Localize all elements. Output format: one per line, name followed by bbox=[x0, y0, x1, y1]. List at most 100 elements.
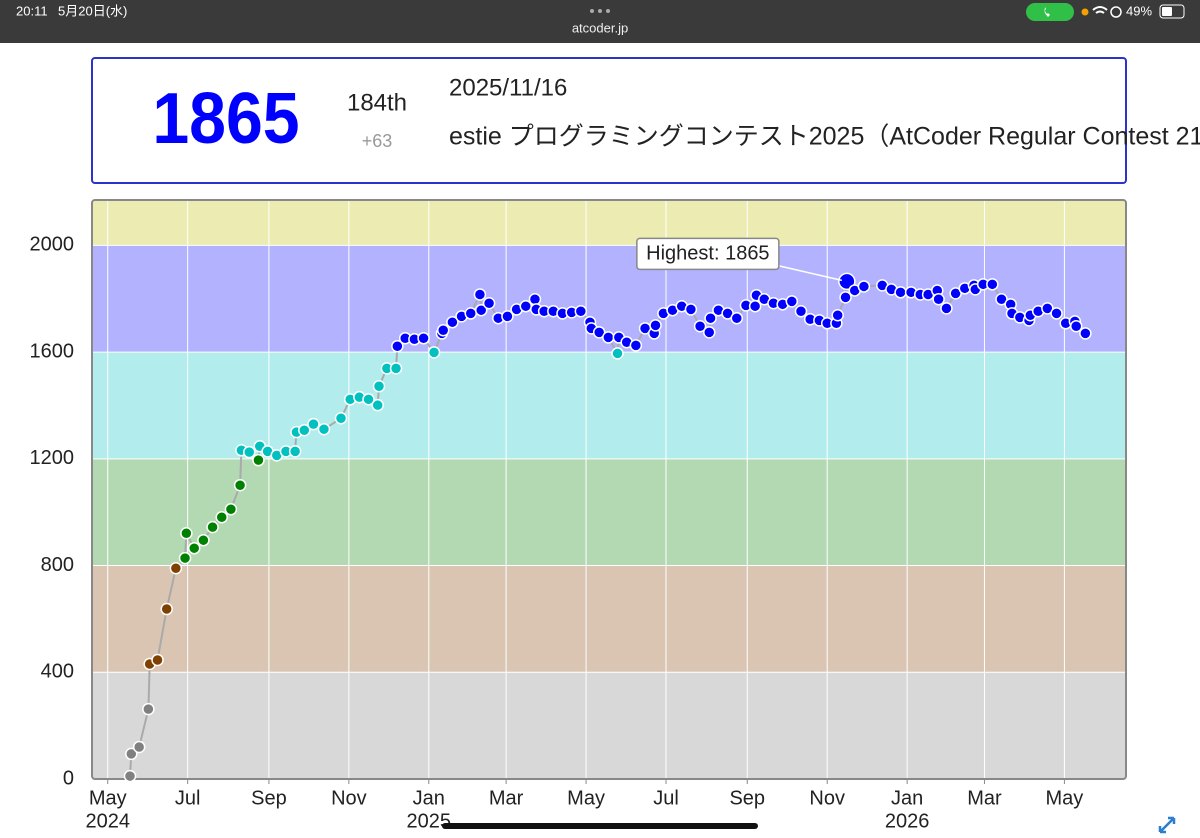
place: 184th bbox=[347, 89, 407, 116]
x-tick-label: May bbox=[89, 787, 127, 809]
rating-band bbox=[92, 200, 1126, 246]
rating-point bbox=[839, 291, 852, 304]
rating-point bbox=[252, 453, 265, 467]
rating-point bbox=[142, 702, 155, 716]
rating-point bbox=[949, 287, 962, 300]
rating-point bbox=[611, 347, 624, 360]
rating-point bbox=[464, 307, 477, 320]
rating-point bbox=[482, 297, 496, 310]
rating-band bbox=[92, 458, 1126, 566]
rating-point bbox=[132, 740, 146, 754]
rating-point bbox=[391, 339, 404, 353]
rating-point bbox=[224, 502, 238, 516]
x-tick-year: 2025 bbox=[407, 810, 452, 832]
x-tick-label: Mar bbox=[489, 787, 524, 809]
x-tick-label: Nov bbox=[809, 787, 845, 809]
rating-band bbox=[92, 672, 1126, 779]
home-indicator[interactable] bbox=[442, 823, 758, 829]
expand-icon[interactable] bbox=[1158, 816, 1176, 834]
rating-point bbox=[178, 551, 192, 565]
rating-point bbox=[187, 541, 201, 555]
rating-point bbox=[693, 319, 707, 333]
rating-point bbox=[197, 533, 210, 547]
annotation: Highest: 1865 bbox=[646, 243, 769, 265]
y-tick-label: 1200 bbox=[30, 447, 75, 469]
x-tick-label: Mar bbox=[967, 787, 1002, 809]
rating-point bbox=[180, 527, 193, 540]
rating-point bbox=[684, 303, 698, 316]
rating-point bbox=[125, 747, 138, 761]
x-tick-label: Jan bbox=[413, 787, 445, 809]
rating-point bbox=[243, 445, 256, 459]
rating-point bbox=[1050, 307, 1063, 320]
rating-point bbox=[730, 311, 744, 325]
rating-point bbox=[831, 309, 844, 322]
rating-point bbox=[1069, 319, 1083, 333]
status-time: 20:11 bbox=[16, 3, 48, 18]
battery-level bbox=[1162, 7, 1172, 16]
phone-icon bbox=[1044, 7, 1050, 17]
rating-point bbox=[857, 280, 871, 293]
y-tick-label: 2000 bbox=[30, 234, 75, 256]
rating-point bbox=[123, 769, 137, 783]
rating-point bbox=[592, 326, 606, 339]
rating-point bbox=[704, 311, 717, 325]
rating-point bbox=[703, 326, 716, 339]
rating-point bbox=[528, 293, 542, 306]
rating-point bbox=[215, 510, 228, 524]
rating-point bbox=[169, 561, 183, 575]
x-tick-label: Sep bbox=[729, 787, 765, 809]
rating-point bbox=[474, 303, 488, 317]
rating-point bbox=[629, 339, 643, 352]
wifi-icon bbox=[1092, 6, 1108, 14]
rating-point bbox=[307, 417, 320, 431]
annotation-leader bbox=[776, 264, 843, 282]
rating-point bbox=[838, 272, 856, 291]
url[interactable]: atcoder.jp bbox=[572, 20, 628, 35]
rating-point bbox=[995, 293, 1008, 306]
rating-point bbox=[288, 445, 302, 458]
rating: 1865 bbox=[152, 77, 299, 158]
rating-point bbox=[986, 278, 999, 291]
contest-date: 2025/11/16 bbox=[449, 74, 567, 101]
tab-dots[interactable] bbox=[590, 9, 610, 13]
rating-point bbox=[446, 315, 459, 329]
x-tick-label: May bbox=[567, 787, 605, 809]
rating-point bbox=[427, 346, 441, 359]
rating-point bbox=[649, 319, 662, 332]
rating-point bbox=[334, 412, 348, 425]
rating-point bbox=[417, 331, 430, 345]
rating-point bbox=[206, 520, 219, 534]
rating-point bbox=[317, 422, 331, 436]
rating-point bbox=[794, 305, 808, 318]
mic-dot bbox=[1081, 8, 1089, 16]
rating-point bbox=[389, 362, 403, 375]
x-tick-year: 2026 bbox=[885, 810, 930, 832]
rating-point bbox=[501, 310, 514, 323]
contest-name: estie プログラミングコンテスト2025（AtCoder Regular C… bbox=[449, 123, 1200, 151]
rating-point bbox=[151, 653, 164, 667]
y-tick-label: 1600 bbox=[30, 340, 75, 362]
rating-point bbox=[436, 323, 450, 337]
y-tick-label: 400 bbox=[41, 661, 74, 683]
x-tick-label: Jan bbox=[891, 787, 923, 809]
call-pill[interactable] bbox=[1026, 3, 1074, 21]
lock-icon bbox=[1110, 6, 1122, 18]
rating-point bbox=[1079, 327, 1092, 340]
status-date: 5月20日(水) bbox=[58, 3, 127, 18]
x-tick-label: Nov bbox=[331, 787, 367, 809]
y-tick-label: 0 bbox=[63, 767, 74, 789]
status-bar bbox=[0, 0, 1200, 43]
x-tick-label: Jul bbox=[653, 787, 679, 809]
contest-card bbox=[91, 57, 1127, 184]
battery-text: 49% bbox=[1126, 3, 1152, 18]
rating-point bbox=[371, 398, 384, 412]
rating-point bbox=[574, 305, 588, 318]
rating-point bbox=[1041, 302, 1054, 315]
rating-point bbox=[160, 602, 173, 616]
rating-point bbox=[473, 288, 487, 301]
x-tick-year: 2024 bbox=[85, 810, 130, 832]
diff: +63 bbox=[362, 131, 393, 151]
